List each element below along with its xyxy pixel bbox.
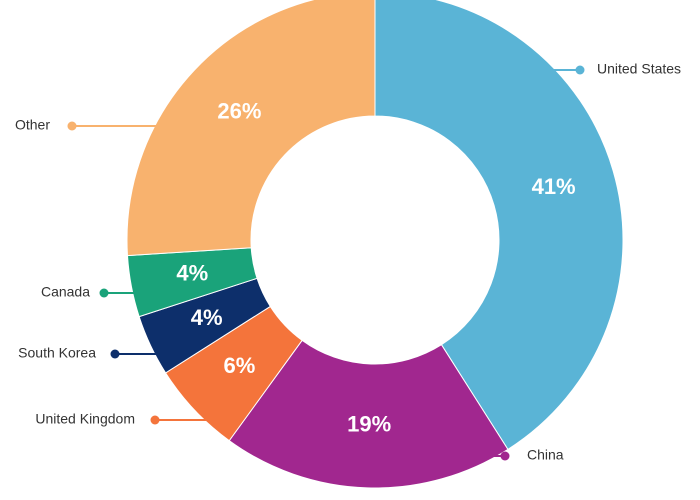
category-label: China (527, 447, 564, 463)
category-label: Other (15, 117, 50, 133)
value-label: 4% (191, 305, 223, 330)
value-label: 19% (347, 412, 391, 437)
callout-dot (99, 288, 109, 298)
slice (374, 0, 624, 451)
category-label: United Kingdom (35, 411, 135, 427)
callout-dot (67, 121, 77, 131)
value-label: 4% (176, 261, 208, 286)
category-label: South Korea (18, 345, 96, 361)
value-label: 41% (532, 174, 576, 199)
slice (228, 339, 509, 489)
callout-dot (110, 349, 120, 359)
category-label: Canada (41, 284, 90, 300)
slice (126, 0, 376, 257)
callout-dot (500, 451, 510, 461)
value-label: 6% (224, 353, 256, 378)
value-label: 26% (217, 98, 261, 123)
category-label: United States (597, 61, 681, 77)
callout-dot (575, 65, 585, 75)
callout-dot (150, 415, 160, 425)
